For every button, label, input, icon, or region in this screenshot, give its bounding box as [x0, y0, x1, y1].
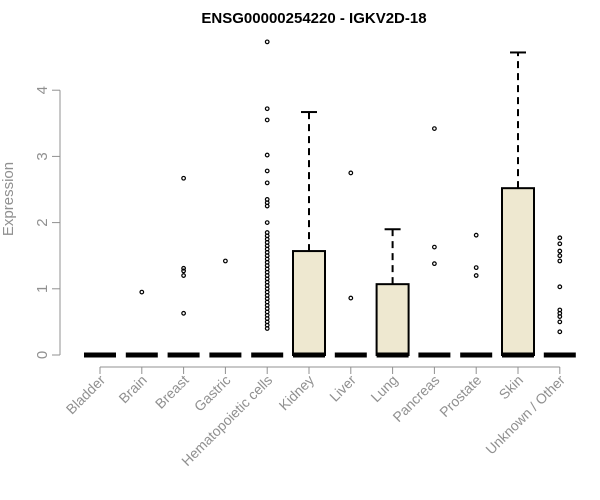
chart-title: ENSG00000254220 - IGKV2D-18	[201, 10, 426, 27]
outlier-point	[222, 258, 228, 264]
box-body	[292, 250, 326, 356]
outlier-point	[557, 248, 563, 254]
outlier-point	[557, 241, 563, 247]
x-tick-label: Lung	[367, 372, 400, 405]
outlier-point	[557, 258, 563, 264]
box-kidney	[292, 111, 326, 358]
box-pancreas	[418, 126, 451, 358]
x-tick-label: Liver	[326, 372, 359, 405]
outlier-point	[557, 329, 563, 335]
box-liver	[334, 170, 367, 358]
outlier-point	[139, 289, 145, 295]
y-tick-label: 0	[34, 351, 51, 359]
outlier-point	[557, 284, 563, 290]
y-axis-label: Expression	[0, 162, 17, 236]
outlier-point	[264, 117, 270, 123]
outlier-point	[264, 152, 270, 158]
outlier-point	[432, 261, 437, 267]
outlier-point	[264, 106, 270, 112]
x-tick-label: Skin	[496, 372, 527, 403]
outlier-point	[181, 273, 187, 278]
x-tick-label: Brain	[115, 372, 149, 406]
outlier-point	[432, 126, 437, 131]
outlier-point	[557, 307, 563, 313]
outlier-point	[181, 310, 187, 316]
outlier-point	[181, 175, 187, 181]
box-gastric	[209, 258, 242, 358]
x-tick-label: Prostate	[436, 372, 484, 420]
x-tick-label: Unknown / Other	[482, 372, 568, 458]
box-hematopoietic-cells	[251, 39, 284, 358]
y-tick-label: 3	[34, 152, 51, 160]
box-body	[375, 283, 410, 356]
box-brain	[125, 289, 158, 358]
outlier-point	[473, 232, 479, 238]
x-tick-label: Bladder	[63, 372, 109, 418]
y-tick-label: 1	[34, 285, 51, 293]
boxes	[84, 39, 576, 358]
outlier-point	[348, 170, 354, 176]
x-tick-label: Breast	[152, 372, 192, 412]
outlier-point	[264, 230, 270, 235]
box-prostate	[460, 232, 493, 358]
box-breast	[167, 175, 200, 358]
outlier-point	[181, 268, 187, 274]
outlier-point	[264, 39, 270, 45]
y-tick-label: 4	[34, 86, 51, 94]
y-tick-label: 2	[34, 218, 51, 226]
box-body	[501, 187, 535, 356]
box-unknown-other	[543, 235, 576, 358]
outlier-point	[264, 180, 270, 186]
outlier-point	[264, 197, 270, 202]
outlier-point	[264, 168, 270, 174]
box-skin	[501, 51, 535, 358]
box-lung	[375, 228, 410, 358]
outlier-point	[181, 265, 187, 271]
outlier-point	[473, 265, 479, 271]
outlier-point	[557, 235, 563, 241]
outlier-point	[557, 319, 563, 325]
outlier-point	[473, 273, 479, 278]
outlier-point	[432, 244, 437, 250]
y-axis: 0 1 2 3 4	[34, 86, 61, 359]
outlier-point	[264, 220, 270, 226]
outlier-point	[557, 253, 563, 259]
x-tick-label: Kidney	[276, 372, 318, 414]
outlier-point	[348, 295, 354, 301]
